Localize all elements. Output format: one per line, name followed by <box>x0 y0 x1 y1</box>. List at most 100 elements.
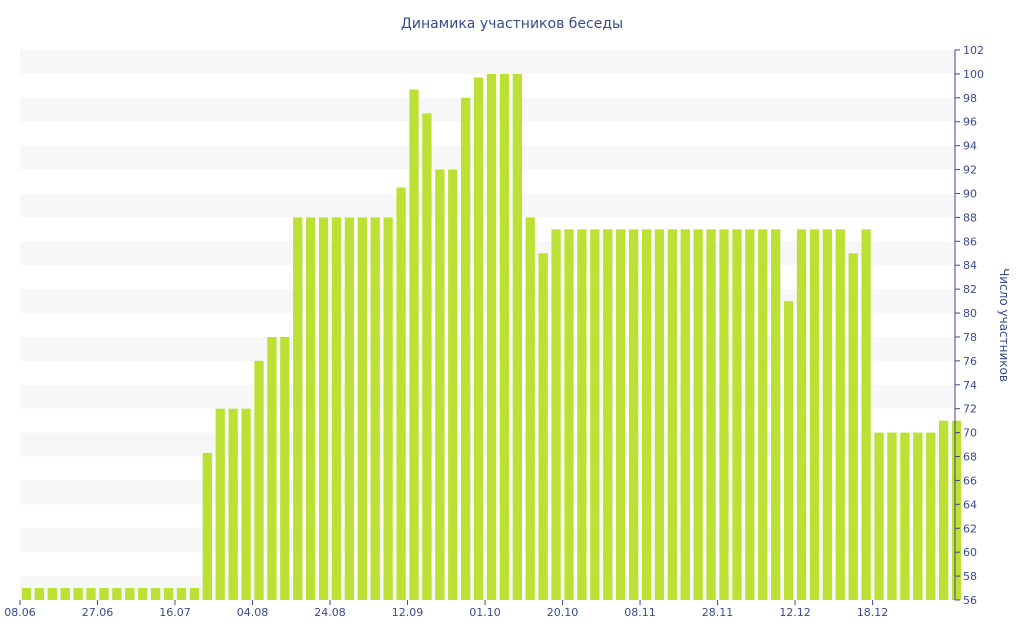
y-tick-label: 68 <box>963 451 977 464</box>
y-tick-label: 98 <box>963 92 977 105</box>
bar <box>357 217 367 600</box>
x-tick-label: 12.09 <box>392 606 424 619</box>
bar <box>383 217 393 600</box>
bar <box>47 588 57 600</box>
bar-series <box>21 73 962 601</box>
chart-title: Динамика участников беседы <box>401 16 623 32</box>
bar <box>73 588 83 600</box>
bar <box>861 229 871 600</box>
y-tick-label: 62 <box>963 522 977 535</box>
x-axis-ticks: 08.06 27.06 16.07 04.08 24.08 12.09 01.10 20.10… <box>4 600 888 619</box>
y-tick-label: 96 <box>963 116 977 129</box>
y-axis-label: Число участников <box>997 268 1011 382</box>
bar <box>99 588 109 600</box>
bar <box>848 253 858 600</box>
y-axis-ticks: 56 58 60 62 64 66 68 70 72 74 76 78 80 82 84 86 88 90 92 94… <box>955 44 984 607</box>
y-tick-label: 64 <box>963 498 977 511</box>
y-tick-label: 90 <box>963 187 977 200</box>
bar <box>913 432 923 600</box>
bar <box>254 360 264 600</box>
y-tick-label: 82 <box>963 283 977 296</box>
bar <box>228 408 238 600</box>
bar <box>835 229 845 600</box>
bar <box>486 73 497 600</box>
bar <box>926 432 936 600</box>
bar <box>693 229 703 600</box>
bar <box>34 588 45 600</box>
bar <box>163 588 174 600</box>
y-tick-label: 100 <box>963 68 984 81</box>
y-tick-label: 70 <box>963 427 977 440</box>
y-tick-label: 102 <box>963 44 984 57</box>
bar <box>138 588 148 600</box>
bar <box>202 452 212 600</box>
bar <box>822 229 833 600</box>
bar <box>318 217 329 600</box>
x-tick-label: 20.10 <box>547 606 579 619</box>
bar <box>512 73 522 600</box>
bar <box>176 588 187 600</box>
x-tick-label: 24.08 <box>314 606 346 619</box>
y-tick-label: 60 <box>963 546 977 559</box>
x-tick-label: 04.08 <box>237 606 269 619</box>
bar <box>280 336 290 600</box>
bar <box>448 169 458 600</box>
bar <box>809 229 820 600</box>
y-tick-label: 72 <box>963 403 977 416</box>
y-tick-label: 56 <box>963 594 977 607</box>
bar <box>306 217 316 600</box>
y-tick-label: 78 <box>963 331 977 344</box>
x-tick-label: 18.12 <box>857 606 889 619</box>
y-tick-label: 86 <box>963 235 977 248</box>
y-tick-label: 74 <box>963 379 977 392</box>
bar <box>112 588 122 600</box>
bar <box>680 229 690 600</box>
bar <box>771 229 781 600</box>
bar <box>603 229 613 600</box>
bar <box>874 432 884 600</box>
bar <box>422 113 432 601</box>
x-tick-label: 27.06 <box>82 606 114 619</box>
y-tick-label: 80 <box>963 307 977 320</box>
bar <box>641 229 652 600</box>
bar <box>150 588 161 600</box>
bar <box>706 229 716 600</box>
bar <box>951 420 962 600</box>
bar <box>435 169 445 600</box>
y-tick-label: 66 <box>963 474 977 487</box>
grid-band <box>20 50 955 74</box>
bar <box>667 229 677 600</box>
y-tick-label: 58 <box>963 570 977 583</box>
bar <box>344 217 355 600</box>
bar <box>564 229 574 600</box>
bar <box>499 73 510 600</box>
bar <box>590 229 600 600</box>
bar <box>215 408 225 600</box>
x-tick-label: 08.06 <box>4 606 36 619</box>
y-tick-label: 76 <box>963 355 977 368</box>
bar <box>900 432 910 600</box>
bar <box>125 588 135 600</box>
bar <box>719 229 729 600</box>
x-tick-label: 28.11 <box>702 606 734 619</box>
bar <box>938 420 949 600</box>
bar <box>758 229 768 600</box>
bar <box>21 588 32 600</box>
bar <box>628 229 639 600</box>
x-tick-label: 16.07 <box>159 606 191 619</box>
y-tick-label: 92 <box>963 164 977 177</box>
y-tick-label: 88 <box>963 211 977 224</box>
bar <box>783 301 794 600</box>
bar <box>551 229 561 600</box>
bar <box>654 229 665 600</box>
y-tick-label: 94 <box>963 140 977 153</box>
bar <box>293 217 303 600</box>
bar <box>461 97 471 600</box>
bar <box>370 217 380 600</box>
bar <box>396 187 406 600</box>
x-tick-label: 01.10 <box>469 606 501 619</box>
bar <box>796 229 807 600</box>
bar <box>745 229 755 600</box>
y-tick-label: 84 <box>963 259 977 272</box>
